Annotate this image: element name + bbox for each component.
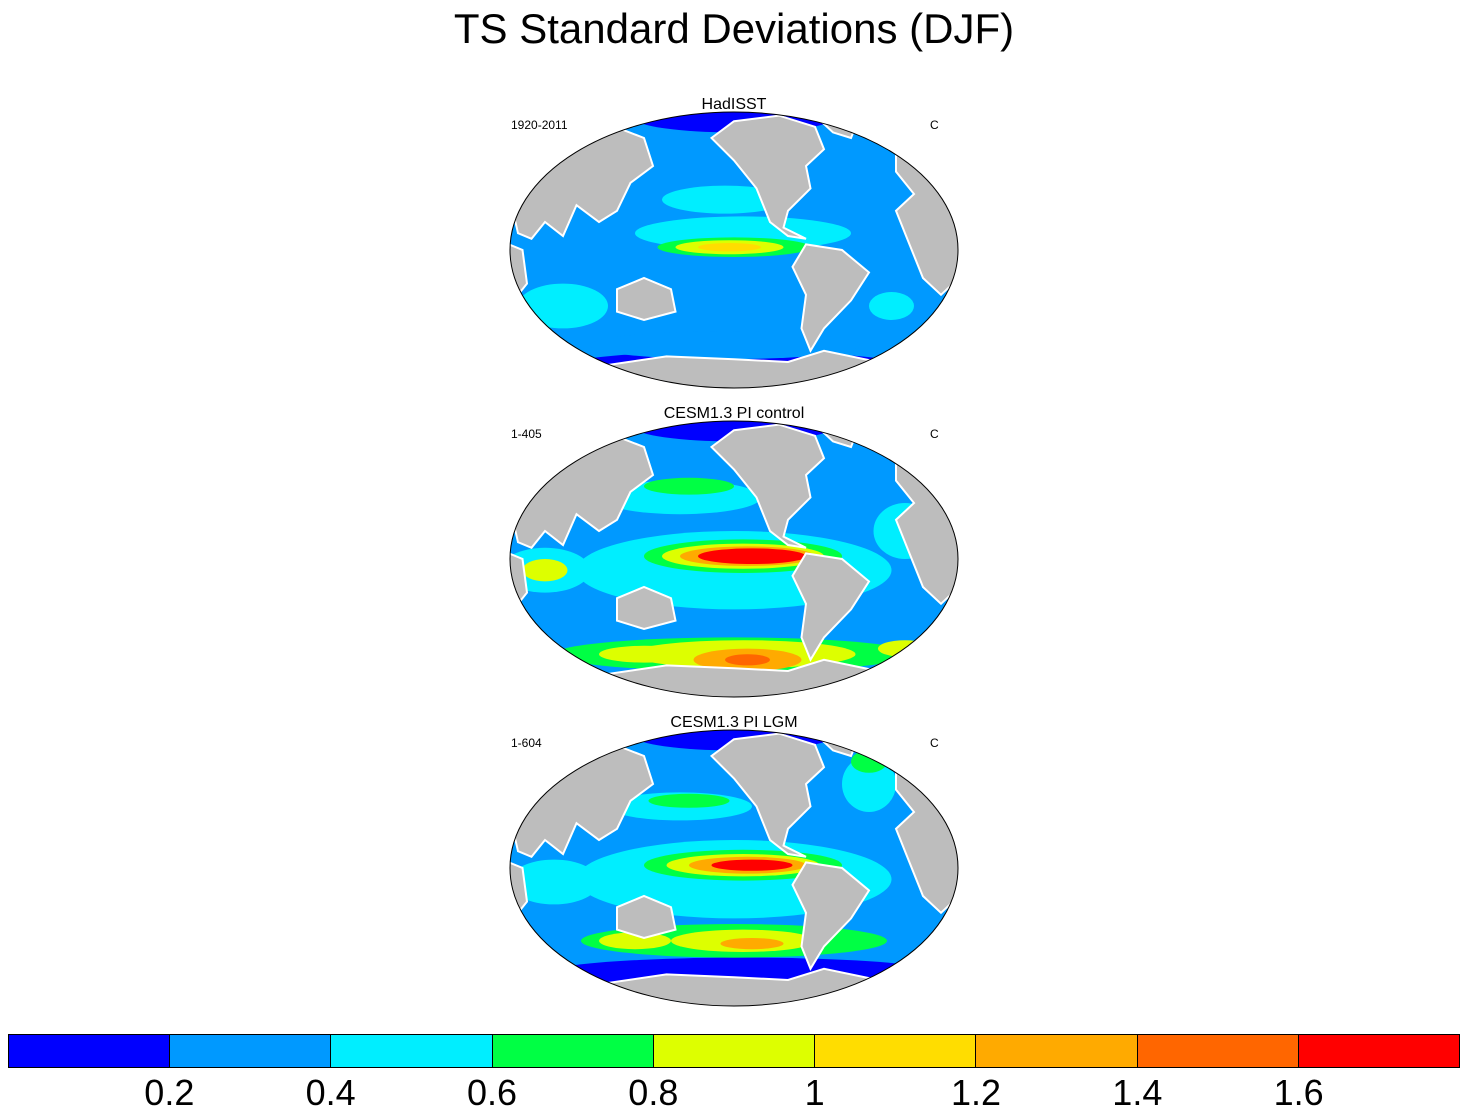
variance-patch [698,243,761,252]
map-panel-hadisst: HadISST 1920-2011 C [0,96,1468,396]
variance-patch [510,859,599,905]
panel-period: 1920-2011 [511,118,568,132]
colorbar-segment [1298,1035,1459,1067]
land-mass [709,114,826,240]
robinson-map [509,420,959,698]
variance-patch [851,673,958,697]
colorbar [8,1034,1460,1068]
colorbar-label: 1.4 [1112,1072,1163,1113]
colorbar-label: 0.8 [628,1072,679,1113]
robinson-map [509,111,959,389]
panel-title: CESM1.3 PI LGM [670,714,798,731]
variance-patch [590,331,860,360]
colorbar-label: 0.2 [144,1072,195,1113]
robinson-map [509,729,959,1007]
colorbar-segment [976,1035,1138,1067]
variance-patch [711,859,793,871]
land-mass [791,861,871,972]
panel-title: CESM1.3 PI control [663,405,805,422]
variance-patch [518,283,608,329]
variance-patch [662,185,788,214]
colorbar-segment [331,1035,493,1067]
variance-patch [725,654,770,666]
panel-period: 1-604 [511,736,542,750]
colorbar-label: 0.4 [305,1072,356,1113]
land-mass [791,243,871,354]
land-mass [616,276,677,322]
land-mass [791,552,871,663]
variance-patch [599,645,689,663]
colorbar-segment [9,1035,171,1067]
land-mass [709,732,826,858]
map-outline [509,111,959,389]
figure-title: TS Standard Deviations (DJF) [453,5,1015,52]
colorbar-label: 0.6 [466,1072,518,1113]
variance-patch [842,756,896,812]
land-mass [709,423,826,549]
map-panel-pi-lgm: CESM1.3 PI LGM 1-604 C [0,714,1468,1014]
colorbar-label: 1.6 [1273,1072,1324,1113]
panel-units: C [930,736,939,750]
colorbar-segment [1137,1035,1299,1067]
variance-patch [644,477,734,495]
variance-patch [698,548,806,565]
map-outline [509,729,959,1007]
panel-units: C [930,118,939,132]
variance-patch [720,938,784,950]
map-outline [509,420,959,698]
land-mass [616,585,677,631]
variance-patch [522,559,568,582]
panel-period: 1-405 [511,427,542,441]
panel-title: HadISST [701,96,767,113]
colorbar-segment [653,1035,816,1067]
colorbar-segment [492,1035,654,1067]
colorbar-segment [170,1035,332,1067]
colorbar-label: 1 [804,1072,825,1113]
variance-patch [869,292,914,320]
variance-patch [860,424,896,447]
colorbar-label: 1.2 [950,1072,1002,1113]
map-panel-pi-control: CESM1.3 PI control 1-405 C [0,405,1468,705]
variance-patch [648,793,730,808]
panel-units: C [930,427,939,441]
colorbar-segment [815,1035,977,1067]
land-mass [616,894,677,940]
variance-patch [851,750,887,773]
